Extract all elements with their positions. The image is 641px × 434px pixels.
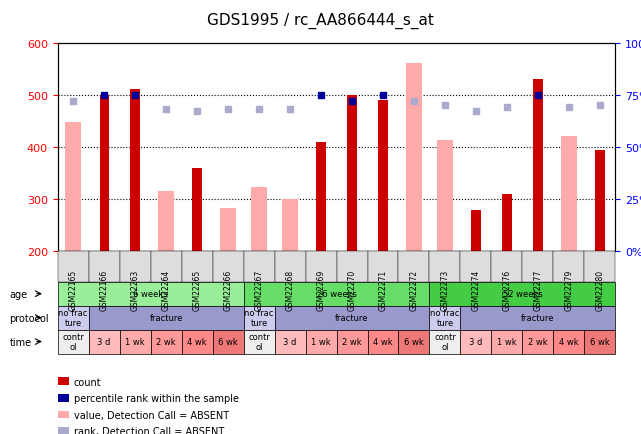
Text: 4 wk: 4 wk	[559, 337, 579, 346]
Text: GSM22265: GSM22265	[192, 269, 202, 310]
Text: 52 weeks: 52 weeks	[503, 289, 542, 299]
Text: 3 d: 3 d	[97, 337, 111, 346]
Text: GSM22280: GSM22280	[595, 269, 604, 310]
Text: GSM22165: GSM22165	[69, 269, 78, 310]
Text: contr
ol: contr ol	[434, 332, 456, 352]
Bar	[437, 141, 453, 252]
Text: GSM22264: GSM22264	[162, 269, 171, 310]
Text: GSM22273: GSM22273	[440, 269, 449, 310]
Bar	[561, 137, 577, 252]
Text: GSM22269: GSM22269	[317, 269, 326, 310]
Text: GSM22277: GSM22277	[533, 269, 542, 310]
Text: protocol: protocol	[10, 313, 49, 323]
Text: 1 wk: 1 wk	[497, 337, 517, 346]
Bar	[282, 200, 298, 252]
Text: value, Detection Call = ABSENT: value, Detection Call = ABSENT	[74, 410, 229, 420]
Text: 6 wk: 6 wk	[590, 337, 610, 346]
Text: no frac
ture: no frac ture	[244, 308, 274, 328]
Bar	[471, 210, 481, 252]
Text: fracture: fracture	[521, 313, 554, 322]
Text: 4 wk: 4 wk	[187, 337, 207, 346]
Text: contr
ol: contr ol	[62, 332, 84, 352]
Text: 1 wk: 1 wk	[312, 337, 331, 346]
Text: rank, Detection Call = ABSENT: rank, Detection Call = ABSENT	[74, 427, 224, 434]
Text: 6 wk: 6 wk	[404, 337, 424, 346]
Text: 3 d: 3 d	[469, 337, 483, 346]
Bar	[347, 95, 356, 252]
Text: 1 wk: 1 wk	[126, 337, 145, 346]
Text: GSM22270: GSM22270	[347, 269, 356, 310]
Text: age: age	[10, 289, 28, 299]
Bar	[595, 150, 604, 252]
Text: 2 wk: 2 wk	[156, 337, 176, 346]
Text: GSM22272: GSM22272	[410, 269, 419, 310]
Text: GSM22263: GSM22263	[131, 269, 140, 310]
Text: GSM22268: GSM22268	[285, 269, 295, 310]
Bar	[406, 64, 422, 252]
Text: fracture: fracture	[335, 313, 369, 322]
Text: no frac
ture: no frac ture	[430, 308, 460, 328]
Bar	[378, 101, 388, 252]
Text: 6 weeks: 6 weeks	[133, 289, 168, 299]
Text: 6 wk: 6 wk	[218, 337, 238, 346]
Text: 2 wk: 2 wk	[342, 337, 362, 346]
Text: GSM22271: GSM22271	[378, 269, 388, 310]
Text: GDS1995 / rc_AA866444_s_at: GDS1995 / rc_AA866444_s_at	[207, 13, 434, 29]
Text: 4 wk: 4 wk	[373, 337, 393, 346]
Bar	[503, 194, 512, 252]
Bar	[192, 168, 202, 252]
Text: 3 d: 3 d	[283, 337, 297, 346]
Text: fracture: fracture	[149, 313, 183, 322]
Bar	[65, 123, 81, 252]
Text: contr
ol: contr ol	[248, 332, 270, 352]
Text: GSM22267: GSM22267	[254, 269, 263, 310]
Bar	[533, 80, 542, 252]
Text: time: time	[10, 337, 32, 347]
Text: 26 weeks: 26 weeks	[317, 289, 356, 299]
Text: 2 wk: 2 wk	[528, 337, 547, 346]
Text: GSM22279: GSM22279	[564, 269, 574, 310]
Text: percentile rank within the sample: percentile rank within the sample	[74, 394, 238, 403]
Bar	[158, 192, 174, 252]
Text: count: count	[74, 377, 101, 387]
Text: GSM22276: GSM22276	[503, 269, 512, 310]
Bar	[251, 187, 267, 252]
Text: no frac
ture: no frac ture	[58, 308, 88, 328]
Bar	[317, 142, 326, 252]
Bar	[99, 95, 109, 252]
Text: GSM22274: GSM22274	[471, 269, 481, 310]
Bar	[221, 208, 236, 252]
Text: GSM22166: GSM22166	[99, 269, 109, 310]
Text: GSM22266: GSM22266	[224, 269, 233, 310]
Bar	[131, 90, 140, 252]
